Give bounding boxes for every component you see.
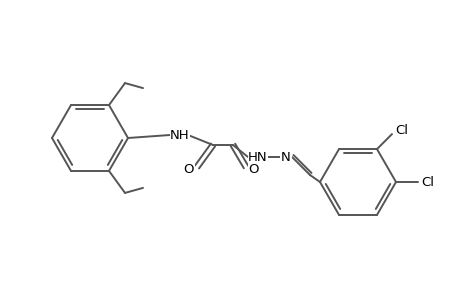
Text: Cl: Cl [420,176,434,188]
Text: O: O [248,163,259,176]
Text: N: N [280,151,290,164]
Text: HN: HN [248,151,267,164]
Text: NH: NH [170,128,190,142]
Text: Cl: Cl [395,124,408,136]
Text: O: O [183,163,194,176]
